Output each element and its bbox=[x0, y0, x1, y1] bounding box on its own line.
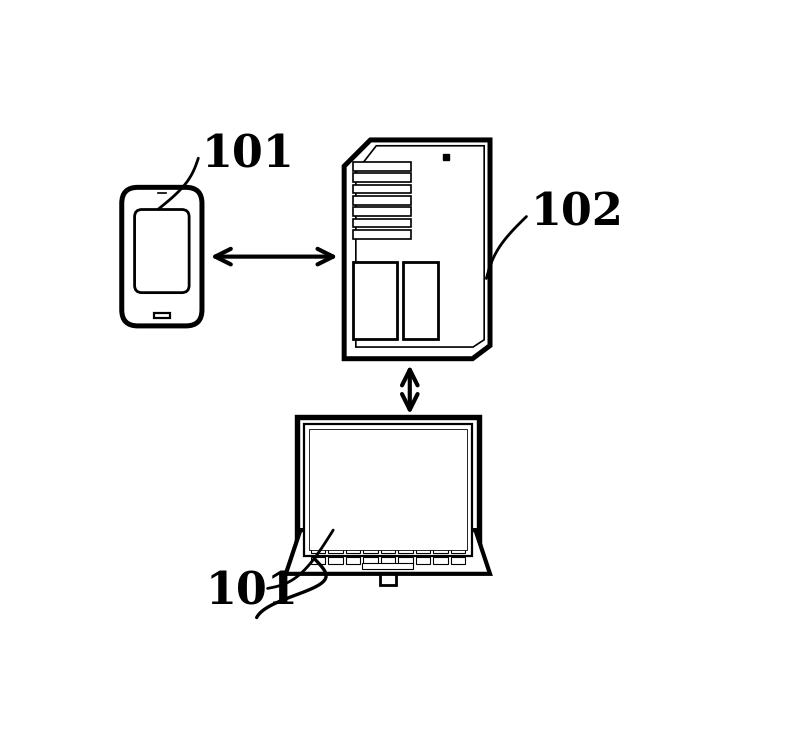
Bar bbox=[380, 563, 396, 585]
Bar bbox=[363, 557, 378, 564]
Polygon shape bbox=[345, 140, 490, 359]
Polygon shape bbox=[286, 530, 490, 574]
Bar bbox=[353, 162, 411, 171]
Bar bbox=[328, 557, 343, 564]
Bar bbox=[353, 230, 411, 239]
Bar bbox=[154, 313, 170, 318]
Bar bbox=[433, 557, 448, 564]
Bar bbox=[381, 536, 395, 542]
FancyBboxPatch shape bbox=[122, 187, 202, 326]
Bar bbox=[345, 557, 360, 564]
Bar bbox=[415, 536, 430, 542]
Bar bbox=[353, 263, 397, 339]
Bar bbox=[381, 557, 395, 564]
Text: 101: 101 bbox=[205, 570, 299, 613]
Bar bbox=[402, 263, 437, 339]
Bar bbox=[433, 547, 448, 553]
Bar bbox=[353, 207, 411, 216]
Bar bbox=[398, 547, 413, 553]
Bar bbox=[363, 536, 378, 542]
Bar bbox=[311, 557, 325, 564]
Bar bbox=[297, 417, 479, 563]
Bar bbox=[451, 557, 465, 564]
Bar bbox=[398, 536, 413, 542]
Bar bbox=[345, 536, 360, 542]
Bar bbox=[311, 547, 325, 553]
Bar bbox=[311, 536, 325, 542]
Bar bbox=[398, 557, 413, 564]
Bar bbox=[353, 173, 411, 182]
Bar bbox=[353, 184, 411, 193]
Bar bbox=[433, 536, 448, 542]
Bar bbox=[345, 547, 360, 553]
Bar bbox=[328, 547, 343, 553]
Bar bbox=[362, 562, 414, 569]
Bar bbox=[309, 430, 467, 550]
Bar bbox=[353, 219, 411, 228]
Bar bbox=[415, 547, 430, 553]
Bar bbox=[415, 557, 430, 564]
FancyBboxPatch shape bbox=[134, 209, 189, 293]
Bar bbox=[451, 536, 465, 542]
Bar bbox=[363, 547, 378, 553]
Text: 101: 101 bbox=[202, 133, 295, 176]
Bar bbox=[353, 196, 411, 205]
Bar bbox=[381, 547, 395, 553]
Bar bbox=[304, 425, 472, 556]
Text: 102: 102 bbox=[530, 191, 623, 234]
Bar bbox=[328, 536, 343, 542]
Bar bbox=[451, 547, 465, 553]
